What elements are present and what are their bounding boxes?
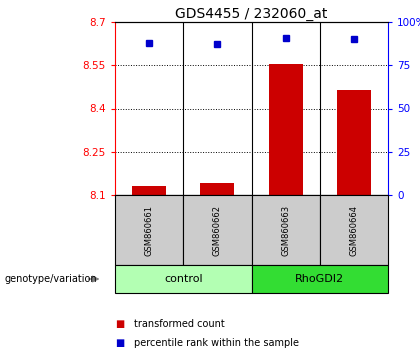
Bar [132, 186, 166, 195]
Bar [268, 64, 303, 195]
Bar [252, 265, 388, 293]
Text: RhoGDI2: RhoGDI2 [295, 274, 344, 284]
Text: transformed count: transformed count [134, 319, 225, 329]
Bar [200, 183, 234, 195]
Text: GSM860664: GSM860664 [349, 205, 358, 256]
Text: genotype/variation: genotype/variation [4, 274, 97, 284]
Bar [115, 195, 183, 265]
Text: GSM860663: GSM860663 [281, 205, 290, 256]
Bar [183, 195, 252, 265]
Bar [252, 195, 320, 265]
Text: percentile rank within the sample: percentile rank within the sample [134, 338, 299, 348]
Title: GDS4455 / 232060_at: GDS4455 / 232060_at [175, 7, 328, 21]
Text: control: control [164, 274, 202, 284]
Text: ■: ■ [115, 319, 124, 329]
Bar [320, 195, 388, 265]
Text: ■: ■ [115, 338, 124, 348]
Text: GSM860661: GSM860661 [144, 205, 154, 256]
Bar [337, 90, 371, 195]
Bar [115, 265, 252, 293]
Text: GSM860662: GSM860662 [213, 205, 222, 256]
